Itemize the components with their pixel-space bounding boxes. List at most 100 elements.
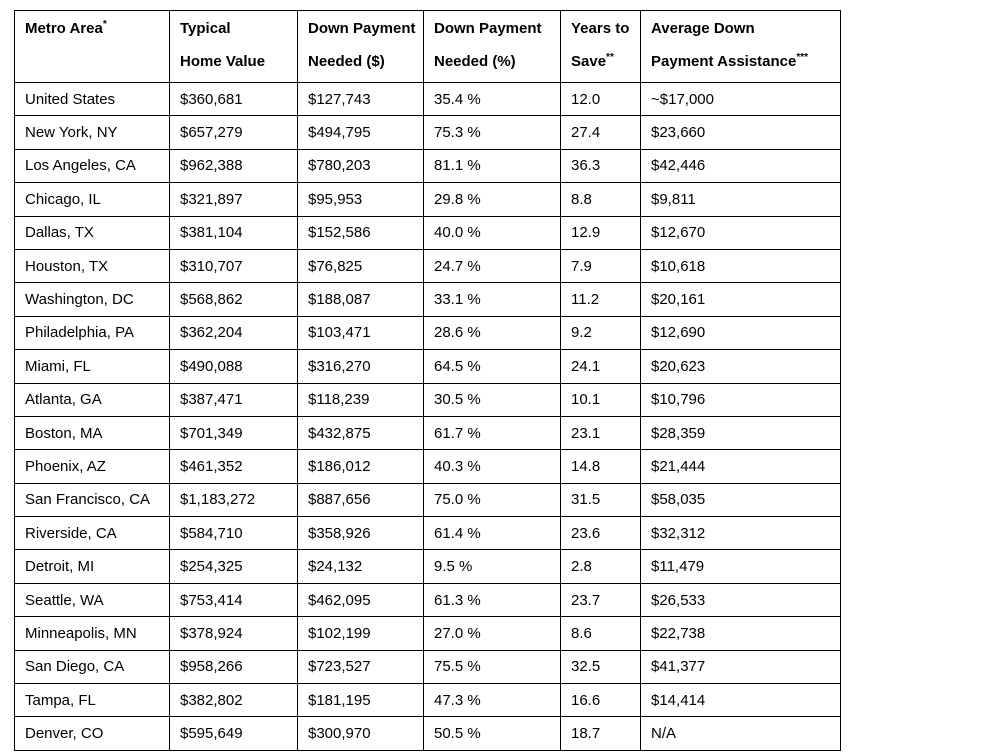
- header-line1: Metro Area: [25, 20, 103, 37]
- cell-down-payment-dollars: $118,239: [297, 382, 424, 417]
- cell-down-payment-percent: 29.8 %: [423, 182, 561, 217]
- cell-metro-area: New York, NY: [14, 115, 170, 150]
- table-row: Tampa, FL $382,802 $181,195 47.3 % 16.6 $14,4…: [14, 683, 841, 718]
- cell-down-payment-dollars: $152,586: [297, 215, 424, 250]
- table-row: Los Angeles, CA $962,388 $780,203 81.1 % 36.…: [14, 148, 841, 184]
- cell-years-to-save: 31.5: [560, 482, 641, 518]
- cell-down-payment-dollars: $102,199: [297, 616, 424, 651]
- cell-years-to-save: 27.4: [560, 115, 641, 150]
- cell-down-payment-dollars: $300,970: [297, 716, 424, 751]
- cell-home-value: $387,471: [169, 382, 298, 417]
- table-row: Philadelphia, PA $362,204 $103,471 28.6 % 9.…: [14, 315, 841, 351]
- cell-down-payment-percent: 47.3 %: [423, 683, 561, 718]
- cell-home-value: $753,414: [169, 582, 298, 618]
- cell-down-payment-dollars: $723,527: [297, 649, 424, 685]
- cell-years-to-save: 12.9: [560, 215, 641, 250]
- cell-down-payment-dollars: $186,012: [297, 449, 424, 484]
- cell-years-to-save: 11.2: [560, 282, 641, 317]
- cell-assistance: $14,414: [640, 683, 841, 718]
- cell-down-payment-percent: 50.5 %: [423, 716, 561, 751]
- cell-metro-area: Detroit, MI: [14, 549, 170, 584]
- cell-down-payment-dollars: $462,095: [297, 582, 424, 618]
- cell-down-payment-dollars: $188,087: [297, 282, 424, 317]
- cell-years-to-save: 8.6: [560, 616, 641, 651]
- header-footnote-marker: ***: [796, 52, 809, 63]
- cell-assistance: N/A: [640, 716, 841, 751]
- cell-down-payment-dollars: $76,825: [297, 248, 424, 284]
- header-line2: Needed (%): [434, 53, 516, 70]
- table-header: Metro Area* Typical Home Value Down Paym…: [14, 10, 841, 83]
- table-row: Denver, CO $595,649 $300,970 50.5 % 18.7 N/A: [14, 716, 841, 751]
- header-line1: Years to: [571, 20, 630, 37]
- column-header-metro-area: Metro Area*: [14, 10, 170, 83]
- cell-home-value: $461,352: [169, 449, 298, 484]
- cell-years-to-save: 8.8: [560, 182, 641, 217]
- cell-home-value: $321,897: [169, 182, 298, 217]
- cell-years-to-save: 18.7: [560, 716, 641, 751]
- table-row: Atlanta, GA $387,471 $118,239 30.5 % 10.1 $10…: [14, 382, 841, 417]
- cell-assistance: $9,811: [640, 182, 841, 217]
- column-header-years-to-save: Years to Save**: [560, 10, 641, 83]
- cell-years-to-save: 32.5: [560, 649, 641, 685]
- cell-metro-area: Philadelphia, PA: [14, 315, 170, 351]
- cell-years-to-save: 14.8: [560, 449, 641, 484]
- cell-down-payment-percent: 33.1 %: [423, 282, 561, 317]
- cell-metro-area: Washington, DC: [14, 282, 170, 317]
- cell-years-to-save: 23.7: [560, 582, 641, 618]
- cell-down-payment-percent: 30.5 %: [423, 382, 561, 417]
- down-payment-table: Metro Area* Typical Home Value Down Paym…: [14, 10, 841, 751]
- header-footnote-marker: *: [102, 19, 107, 30]
- cell-metro-area: Denver, CO: [14, 716, 170, 751]
- cell-metro-area: Miami, FL: [14, 349, 170, 384]
- cell-metro-area: Chicago, IL: [14, 182, 170, 217]
- cell-assistance: $42,446: [640, 148, 841, 184]
- cell-down-payment-dollars: $181,195: [297, 683, 424, 718]
- cell-home-value: $378,924: [169, 616, 298, 651]
- cell-assistance: $10,796: [640, 382, 841, 417]
- cell-down-payment-percent: 61.7 %: [423, 415, 561, 451]
- cell-assistance: $23,660: [640, 115, 841, 150]
- cell-metro-area: Dallas, TX: [14, 215, 170, 250]
- cell-assistance: $11,479: [640, 549, 841, 584]
- table-row: Seattle, WA $753,414 $462,095 61.3 % 23.7 $26…: [14, 582, 841, 618]
- table-row: Detroit, MI $254,325 $24,132 9.5 % 2.8 $11,47…: [14, 549, 841, 584]
- table-row: Dallas, TX $381,104 $152,586 40.0 % 12.9 $12,…: [14, 215, 841, 250]
- cell-down-payment-percent: 9.5 %: [423, 549, 561, 584]
- cell-down-payment-dollars: $316,270: [297, 349, 424, 384]
- cell-home-value: $958,266: [169, 649, 298, 685]
- cell-down-payment-dollars: $127,743: [297, 81, 424, 117]
- cell-down-payment-percent: 75.5 %: [423, 649, 561, 685]
- cell-down-payment-percent: 81.1 %: [423, 148, 561, 184]
- cell-years-to-save: 9.2: [560, 315, 641, 351]
- table-row: Phoenix, AZ $461,352 $186,012 40.3 % 14.8 $21…: [14, 449, 841, 484]
- cell-home-value: $962,388: [169, 148, 298, 184]
- cell-years-to-save: 16.6: [560, 683, 641, 718]
- table-row: San Francisco, CA $1,183,272 $887,656 75.0 …: [14, 482, 841, 518]
- cell-assistance: $32,312: [640, 516, 841, 551]
- table-row: Riverside, CA $584,710 $358,926 61.4 % 23.6 $…: [14, 516, 841, 551]
- cell-assistance: $12,670: [640, 215, 841, 250]
- cell-down-payment-percent: 75.3 %: [423, 115, 561, 150]
- cell-metro-area: San Francisco, CA: [14, 482, 170, 518]
- header-line2: Save: [571, 53, 607, 70]
- cell-down-payment-percent: 64.5 %: [423, 349, 561, 384]
- cell-metro-area: Riverside, CA: [14, 516, 170, 551]
- cell-down-payment-percent: 75.0 %: [423, 482, 561, 518]
- cell-years-to-save: 12.0: [560, 81, 641, 117]
- cell-home-value: $254,325: [169, 549, 298, 584]
- table-row: New York, NY $657,279 $494,795 75.3 % 27.4 $2…: [14, 115, 841, 150]
- cell-years-to-save: 2.8: [560, 549, 641, 584]
- cell-metro-area: Boston, MA: [14, 415, 170, 451]
- header-line1: Down Payment: [434, 20, 542, 37]
- header-row: Metro Area* Typical Home Value Down Paym…: [14, 10, 841, 83]
- table-row: Miami, FL $490,088 $316,270 64.5 % 24.1 $20,6…: [14, 349, 841, 384]
- cell-home-value: $490,088: [169, 349, 298, 384]
- cell-years-to-save: 10.1: [560, 382, 641, 417]
- header-line1: Average Down: [651, 20, 755, 37]
- cell-down-payment-percent: 40.3 %: [423, 449, 561, 484]
- table-row: Chicago, IL $321,897 $95,953 29.8 % 8.8 $9,81…: [14, 182, 841, 217]
- cell-metro-area: Houston, TX: [14, 248, 170, 284]
- cell-assistance: $12,690: [640, 315, 841, 351]
- cell-home-value: $360,681: [169, 81, 298, 117]
- table-body: United States $360,681 $127,743 35.4 % 12.0 ~…: [14, 81, 841, 751]
